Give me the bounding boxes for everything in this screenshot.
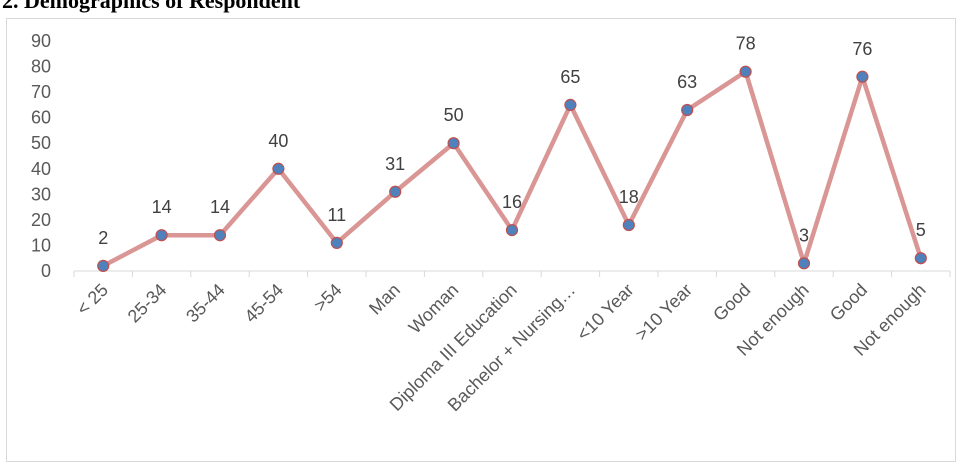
x-tick-label: >54: [310, 280, 346, 316]
y-tick-label: 40: [31, 159, 51, 179]
x-tick-label: >10 Year: [631, 280, 696, 345]
data-label: 50: [444, 105, 464, 125]
data-point: [622, 218, 635, 232]
chart-title: 2. Demographics of Respondent: [2, 0, 301, 13]
data-point: [389, 185, 402, 198]
data-label: 65: [560, 67, 580, 87]
data-label: 14: [210, 197, 230, 217]
y-tick-label: 30: [31, 184, 51, 204]
data-label: 16: [502, 192, 522, 212]
data-point: [914, 252, 927, 265]
data-label: 63: [677, 72, 697, 92]
y-tick-label: 50: [31, 133, 51, 153]
data-label: 40: [268, 131, 288, 151]
data-label: 14: [152, 197, 172, 217]
y-tick-label: 20: [31, 210, 51, 230]
y-tick-label: 90: [31, 31, 51, 51]
data-label: 76: [852, 39, 872, 59]
data-point: [681, 103, 694, 117]
data-label: 2: [98, 228, 108, 248]
x-tick-label: 35-44: [182, 280, 229, 327]
x-tick-label: <10 Year: [573, 280, 638, 345]
data-label: 18: [619, 187, 639, 207]
data-label: 5: [916, 220, 926, 240]
data-label: 31: [385, 154, 405, 174]
y-tick-label: 10: [31, 235, 51, 255]
data-point: [97, 259, 110, 272]
x-tick-label: 45-54: [241, 280, 288, 327]
y-tick-label: 0: [41, 261, 51, 281]
data-point: [447, 137, 460, 150]
data-point: [564, 98, 577, 111]
y-tick-label: 80: [31, 57, 51, 77]
x-tick-label: Good: [826, 280, 871, 325]
data-point: [797, 257, 811, 270]
data-point: [213, 229, 227, 242]
x-tick-label: < 25: [73, 280, 112, 319]
data-label: 3: [799, 225, 809, 245]
data-point: [856, 70, 869, 83]
data-label: 11: [327, 205, 346, 225]
y-tick-label: 70: [31, 82, 51, 102]
data-point: [330, 236, 343, 249]
x-tick-label: 25-34: [124, 280, 171, 327]
y-tick-label: 60: [31, 108, 51, 128]
data-labels: 2 14 14 40 11 31 50 16 65 18 63 78 3 76 5: [98, 34, 926, 248]
data-markers: [97, 65, 927, 272]
data-label: 78: [736, 34, 756, 54]
data-point: [155, 229, 168, 242]
data-point: [739, 65, 752, 78]
data-point: [272, 162, 285, 175]
x-tick-label: Good: [709, 280, 754, 325]
x-tick-label: Man: [365, 280, 404, 319]
x-tick-label: Woman: [405, 280, 463, 338]
line-chart: 0 10 20 30 40 50 60 70 80 90 < 25 25-34 35-44 45-54 >…: [31, 31, 951, 415]
y-axis: 0 10 20 30 40 50 60 70 80 90: [31, 31, 51, 281]
chart-area: 0 10 20 30 40 50 60 70 80 90 < 25 25-34 35-44 45-54 >…: [6, 18, 956, 462]
data-point: [505, 224, 519, 237]
